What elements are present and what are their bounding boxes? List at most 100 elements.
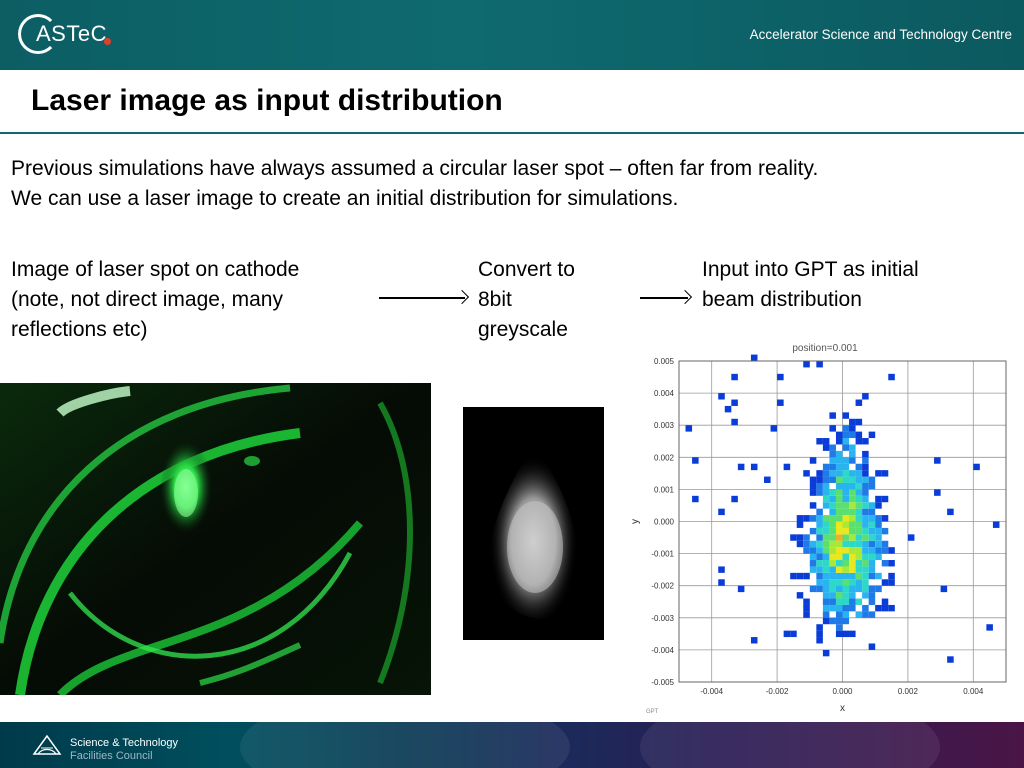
- heatmap-cell: [796, 540, 804, 548]
- logo-ring-icon: [18, 14, 58, 54]
- heatmap-cell: [809, 547, 817, 554]
- heatmap-cell: [868, 547, 876, 554]
- heatmap-cell: [829, 547, 836, 554]
- heatmap-cell: [842, 598, 850, 605]
- heatmap-cell: [731, 399, 738, 406]
- heatmap-cell: [809, 489, 817, 496]
- heatmap-cell: [829, 495, 836, 503]
- heatmap-cell: [868, 585, 876, 593]
- heatmap-cell: [940, 585, 948, 593]
- heatmap-cell: [809, 476, 817, 483]
- heatmap-cell: [822, 438, 830, 445]
- chart-title: position=0.001: [792, 343, 858, 354]
- heatmap-cell: [855, 470, 863, 477]
- heatmap-cell: [881, 598, 889, 605]
- heatmap-cell: [809, 566, 817, 573]
- heatmap-cell: [855, 585, 863, 593]
- heatmap-cell: [829, 585, 836, 593]
- heatmap-cell: [809, 553, 817, 561]
- heatmap-cell: [849, 592, 856, 599]
- heatmap-cell: [835, 572, 843, 580]
- heatmap-cell: [731, 418, 738, 426]
- heatmap-cell: [862, 476, 869, 483]
- heatmap-cell: [875, 470, 882, 477]
- y-tick-label: -0.001: [651, 550, 674, 559]
- heatmap-cell: [881, 547, 889, 554]
- heatmap-cell: [855, 476, 863, 483]
- heatmap-cell: [822, 540, 830, 548]
- heatmap-cell: [855, 611, 863, 618]
- heatmap-cell: [855, 560, 863, 567]
- heatmap-cell: [868, 431, 876, 439]
- heatmap-cell: [862, 495, 869, 503]
- heatmap-cell: [809, 540, 817, 548]
- heatmap-cell: [822, 463, 830, 471]
- heatmap-cell: [849, 579, 856, 586]
- y-tick-label: 0.005: [654, 357, 675, 366]
- heatmap-cell: [822, 598, 830, 605]
- heatmap-cell: [816, 527, 823, 535]
- caption-line: beam distribution: [702, 288, 862, 311]
- heatmap-cell: [816, 361, 823, 368]
- heatmap-cell: [849, 450, 856, 458]
- heatmap-cell: [875, 553, 882, 561]
- heatmap-cell: [881, 560, 889, 567]
- heatmap-cell: [796, 521, 804, 528]
- heatmap-cell: [888, 604, 895, 612]
- heatmap-cell: [849, 444, 856, 451]
- heatmap-cell: [842, 521, 850, 528]
- heatmap-cell: [783, 630, 791, 638]
- heatmap-cell: [750, 637, 758, 644]
- heatmap-cell: [842, 585, 850, 593]
- heatmap-cell: [822, 495, 830, 503]
- heatmap-cell: [862, 521, 869, 528]
- heatmap-cell: [835, 553, 843, 561]
- heatmap-cell: [862, 508, 869, 516]
- heatmap-cell: [849, 515, 856, 522]
- heatmap-cell: [868, 508, 876, 516]
- y-tick-label: 0.004: [654, 389, 675, 398]
- heatmap-cell: [875, 495, 882, 503]
- heatmap-cell: [809, 515, 817, 522]
- heatmap-cell: [842, 412, 850, 419]
- heatmap-cell: [777, 373, 784, 381]
- stfc-line-2: Facilities Council: [70, 750, 153, 762]
- heatmap-cell: [724, 405, 732, 413]
- heatmap-cell: [822, 515, 830, 522]
- heatmap-cell: [888, 373, 895, 381]
- heatmap-cell: [875, 547, 882, 554]
- heatmap-cell: [849, 560, 856, 567]
- heatmap-cell: [835, 592, 843, 599]
- heatmap-cell: [842, 534, 850, 541]
- heatmap-cell: [737, 463, 745, 471]
- heatmap-cell: [835, 431, 843, 439]
- logo-text: ASTeC: [36, 21, 107, 46]
- heatmap-cell: [816, 534, 823, 541]
- heatmap-cell: [835, 463, 843, 471]
- x-tick-label: -0.004: [700, 687, 723, 696]
- heatmap-cell: [849, 502, 856, 509]
- heatmap-cell: [849, 489, 856, 496]
- y-axis-label: y: [630, 519, 641, 524]
- heatmap-cell: [934, 457, 941, 464]
- caption-line: Input into GPT as initial: [702, 258, 919, 281]
- gpt-watermark: GPT: [646, 709, 659, 715]
- heatmap-cell: [816, 553, 823, 561]
- heatmap-cell: [849, 572, 856, 580]
- heatmap-cell: [816, 508, 823, 516]
- heatmap-cell: [862, 540, 869, 548]
- heatmap-cell: [822, 553, 830, 561]
- footer-band: Science & Technology Facilities Council: [0, 722, 1024, 768]
- heatmap-cell: [731, 373, 738, 381]
- heatmap-cell: [822, 547, 830, 554]
- heatmap-cell: [862, 463, 869, 471]
- heatmap-cell: [862, 457, 869, 464]
- heatmap-cell: [803, 470, 810, 477]
- heatmap-cell: [862, 470, 869, 477]
- heatmap-cell: [855, 431, 863, 439]
- caption-line: Convert to: [478, 258, 575, 281]
- heatmap-cell: [692, 457, 699, 464]
- heatmap-cell: [822, 502, 830, 509]
- intro-line-2: We can use a laser image to create an in…: [11, 187, 679, 210]
- heatmap-cell: [868, 527, 876, 535]
